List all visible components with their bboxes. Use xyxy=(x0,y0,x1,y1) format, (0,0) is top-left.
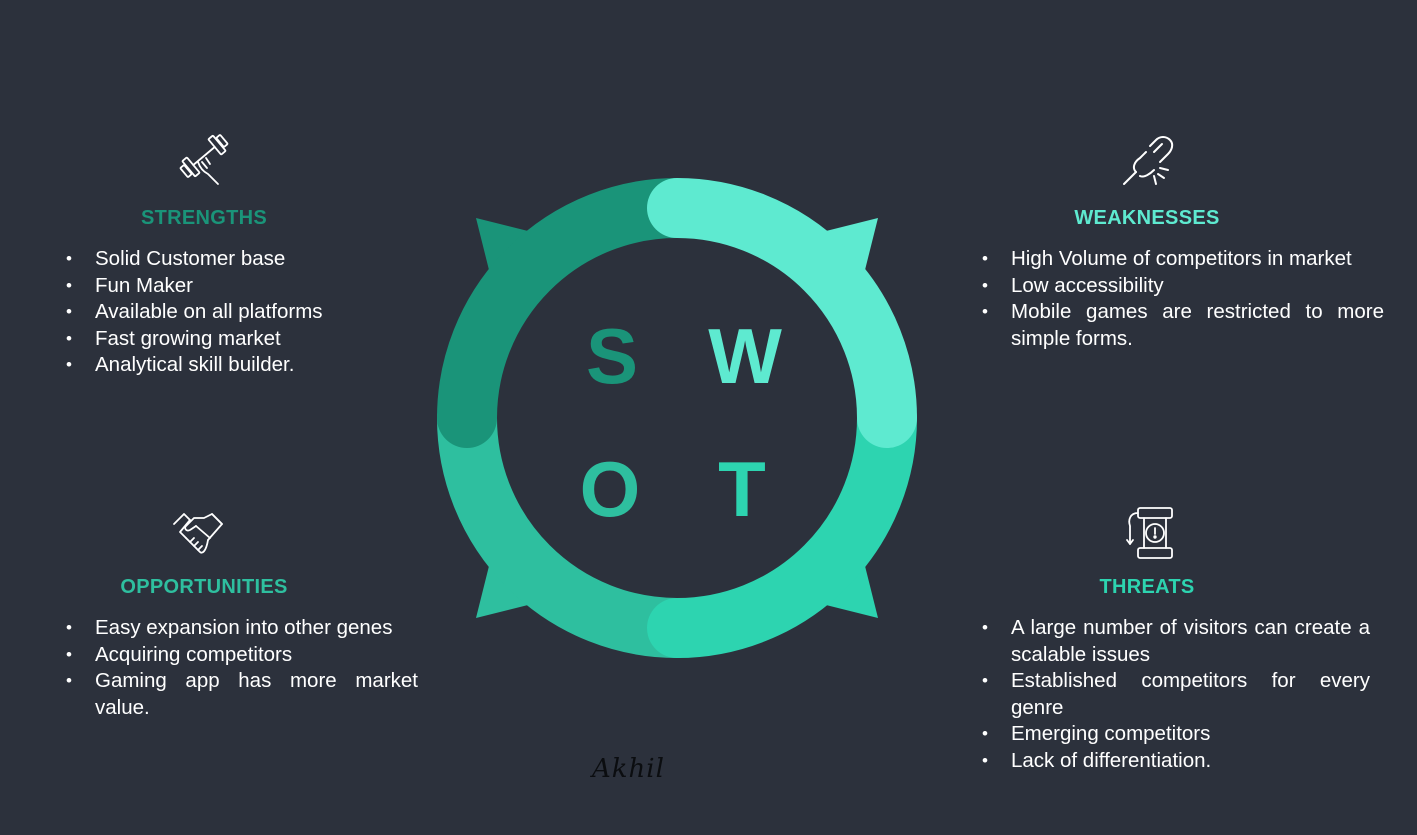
swot-ring xyxy=(437,178,917,658)
list-item: A large number of visitors can create a … xyxy=(982,615,1370,668)
ring-pointer-bottom-right xyxy=(826,566,878,618)
letter-w: W xyxy=(708,312,782,400)
list-item: Solid Customer base xyxy=(66,246,366,273)
strengths-title: STRENGTHS xyxy=(140,207,268,229)
strengths-list: Solid Customer base Fun Maker Available … xyxy=(66,246,366,379)
weaknesses-title: WEAKNESSES xyxy=(1074,207,1220,229)
weaknesses-list: High Volume of competitors in market Low… xyxy=(982,246,1384,352)
list-item: Gaming app has more market value. xyxy=(66,668,418,721)
handshake-icon xyxy=(173,513,223,554)
opportunities-list: Easy expansion into other genes Acquirin… xyxy=(66,615,418,721)
ring-arc-opportunities xyxy=(437,388,707,658)
list-item: Analytical skill builder. xyxy=(66,352,366,379)
threats-list: A large number of visitors can create a … xyxy=(982,615,1370,774)
list-item: Mobile games are restricted to more simp… xyxy=(982,299,1384,352)
ring-arc-weaknesses xyxy=(647,178,917,448)
author-signature: Akhil xyxy=(592,754,665,784)
ring-pointer-top-left xyxy=(476,218,528,270)
list-item: High Volume of competitors in market xyxy=(982,246,1384,273)
list-item: Fun Maker xyxy=(66,273,366,300)
ring-arc-strengths xyxy=(437,178,707,448)
list-item: Lack of differentiation. xyxy=(982,748,1370,775)
dumbbell-hand-icon xyxy=(179,134,229,185)
list-item: Easy expansion into other genes xyxy=(66,615,418,642)
letter-s: S xyxy=(585,312,639,400)
bomb-icon xyxy=(1126,507,1173,559)
ring-pointer-top-right xyxy=(826,218,878,270)
list-item: Established competitors for every genre xyxy=(982,668,1370,721)
ring-pointer-bottom-left xyxy=(476,566,528,618)
list-item: Emerging competitors xyxy=(982,721,1370,748)
list-item: Low accessibility xyxy=(982,273,1384,300)
ring-arc-threats xyxy=(647,388,917,658)
letter-t: T xyxy=(718,445,766,533)
opportunities-title: OPPORTUNITIES xyxy=(120,576,288,598)
list-item: Acquiring competitors xyxy=(66,642,418,669)
threats-title: THREATS xyxy=(1099,576,1195,598)
list-item: Available on all platforms xyxy=(66,299,366,326)
list-item: Fast growing market xyxy=(66,326,366,353)
broken-chain-icon xyxy=(1123,136,1174,185)
letter-o: O xyxy=(579,445,641,533)
